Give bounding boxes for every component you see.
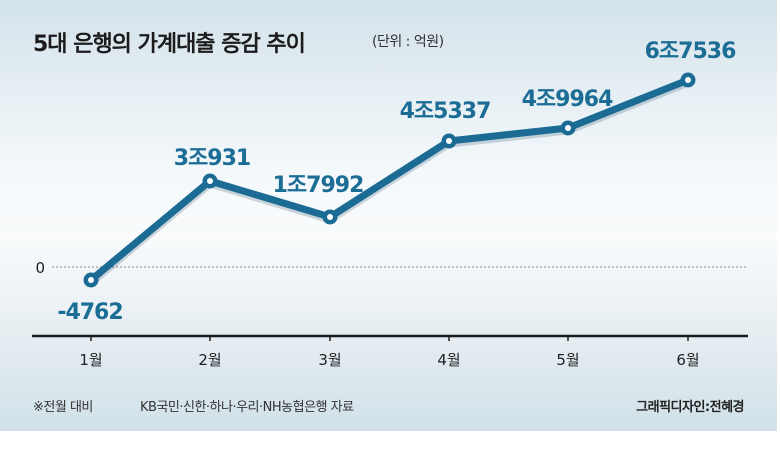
- unit-label: (단위 : 억원): [372, 34, 444, 50]
- comparison-note: ※전월 대비: [33, 400, 93, 415]
- x-axis-ticks: [90, 336, 689, 341]
- data-label-mar: 1조7992: [273, 173, 364, 198]
- source-note: KB국민·신한·하나·우리·NH농협은행 자료: [140, 400, 354, 415]
- x-label-mar: 3월: [318, 351, 341, 369]
- data-markers: [83, 72, 696, 288]
- y-tick-zero: 0: [35, 259, 45, 277]
- data-label-jan: -4762: [57, 300, 122, 325]
- data-label-feb: 3조931: [174, 146, 250, 171]
- graphic-credit: 그래픽디자인:전혜경: [636, 400, 744, 415]
- x-label-jan: 1월: [79, 351, 102, 369]
- x-label-may: 5월: [556, 351, 579, 369]
- x-label-feb: 2월: [198, 351, 221, 369]
- chart-title: 5대 은행의 가계대출 증감 추이: [33, 32, 306, 57]
- x-label-apr: 4월: [437, 351, 460, 369]
- data-label-may: 4조9964: [522, 87, 613, 112]
- x-label-jun: 6월: [676, 351, 699, 369]
- data-label-apr: 4조5337: [400, 99, 491, 124]
- data-series-line: [87, 76, 692, 284]
- data-label-jun: 6조7536: [645, 39, 736, 64]
- chart-panel: [0, 0, 777, 431]
